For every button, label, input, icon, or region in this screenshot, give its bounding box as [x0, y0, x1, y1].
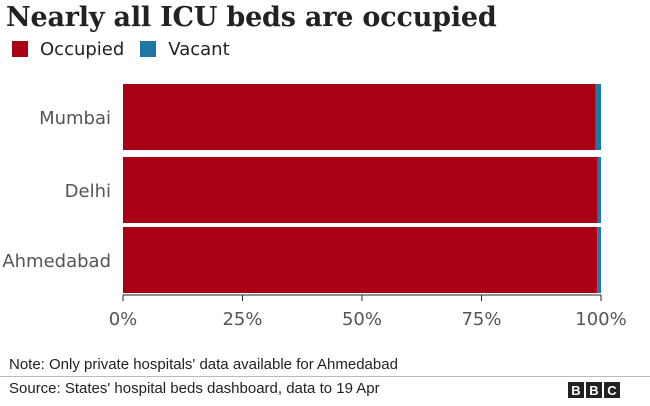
bar-delhi-occupied [123, 157, 598, 223]
x-tick-label: 0% [109, 309, 138, 330]
bbc-logo-block: B [568, 382, 584, 398]
bar-delhi-vacant [597, 157, 601, 223]
category-label-delhi: Delhi [65, 181, 111, 202]
bar-chart: Mumbai Delhi Ahmedabad 0% 25% 50% 75% 100% [2, 84, 627, 330]
bbc-logo: B B C [566, 382, 620, 398]
bar-mumbai-vacant [595, 84, 601, 150]
bbc-logo-block: C [604, 382, 620, 398]
legend-item-vacant: Vacant [140, 38, 230, 60]
legend-swatch-occupied [12, 41, 28, 57]
x-tick-label: 75% [461, 309, 501, 330]
x-tick-label: 50% [342, 309, 382, 330]
chart-title: Nearly all ICU beds are occupied [6, 2, 497, 33]
legend-swatch-vacant [140, 41, 157, 57]
legend-label-vacant: Vacant [168, 38, 230, 60]
bbc-logo-block: B [586, 382, 602, 398]
bar-ahmedabad-vacant [597, 227, 601, 293]
bar-ahmedabad-occupied [123, 227, 598, 293]
legend-item-occupied: Occupied [12, 39, 124, 60]
category-label-ahmedabad: Ahmedabad [2, 251, 111, 272]
chart-note: Note: Only private hospitals' data avail… [9, 356, 398, 373]
chart-legend: Occupied Vacant [12, 38, 246, 60]
x-tick-label: 100% [575, 309, 626, 330]
x-tick-label: 25% [222, 309, 262, 330]
footer-divider [0, 376, 650, 377]
category-label-mumbai: Mumbai [39, 108, 111, 129]
legend-label-occupied: Occupied [40, 38, 125, 60]
bar-mumbai-occupied [123, 84, 596, 150]
chart-source: Source: States' hospital beds dashboard,… [9, 380, 380, 397]
